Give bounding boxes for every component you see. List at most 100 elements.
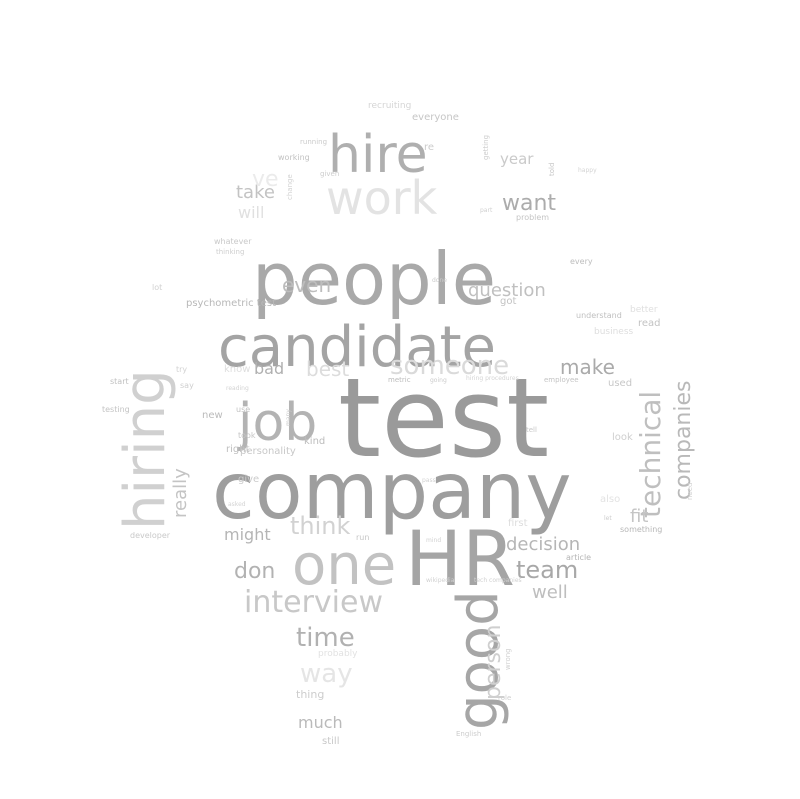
word-hire: hire (328, 125, 428, 185)
word-recruiting: recruiting (368, 101, 411, 111)
word-probably: probably (318, 649, 358, 659)
word-try: try (176, 365, 187, 374)
word-many: many (285, 409, 292, 426)
word-use: use (236, 405, 250, 414)
word-something: something (620, 525, 662, 534)
word-reading: reading (226, 385, 249, 392)
word-good: good (446, 590, 511, 730)
word-time: time (296, 623, 355, 653)
word-whatever: whatever (214, 237, 252, 246)
word-question: question (468, 280, 546, 301)
word-tech-companies: tech companies (474, 577, 522, 584)
word-got: got (500, 296, 516, 307)
word-bad: bad (254, 359, 284, 378)
word-let: let (604, 515, 612, 522)
word-much: much (298, 713, 343, 732)
word-running: running (300, 138, 327, 146)
word-want: want (502, 191, 556, 216)
word-make: make (560, 355, 615, 379)
word-told: told (548, 163, 556, 176)
word-tell: tell (526, 426, 537, 434)
word-wrong: wrong (504, 648, 512, 670)
word-working: working (278, 153, 310, 162)
word-better: better (630, 305, 658, 315)
word-will: will (238, 203, 264, 222)
word-look: look (612, 432, 633, 443)
word-hiring-procedures: hiring procedures (466, 375, 519, 382)
word-developer: developer (130, 531, 171, 540)
word-wikipedia: wikipedia (426, 577, 455, 584)
word-ve: ve (252, 167, 279, 192)
word-might: might (224, 525, 271, 544)
word-hiring: hiring (113, 369, 178, 530)
word-need: need (686, 483, 694, 501)
word-used: used (608, 378, 632, 389)
word-mind: mind (426, 537, 441, 544)
word-read: read (638, 318, 661, 329)
word-start: start (110, 377, 129, 386)
word-article: article (566, 553, 591, 562)
word-someone: someone (390, 351, 509, 381)
word-first: first (508, 518, 528, 529)
word-asked: asked (228, 501, 246, 508)
word-think: think (290, 512, 351, 540)
word-part: part (480, 207, 493, 214)
word-still: still (322, 736, 339, 747)
word-hr: HR (405, 514, 515, 603)
word-job: job (237, 393, 317, 453)
word-interview: interview (244, 585, 383, 620)
word-decision: decision (506, 534, 580, 555)
word-english: English (456, 730, 481, 738)
word-done: done (432, 277, 447, 284)
word-year: year (500, 150, 534, 168)
word-kind: kind (304, 436, 325, 447)
word-thing: thing (296, 688, 324, 701)
word-take: take (236, 182, 275, 203)
word-everyone: everyone (412, 112, 459, 123)
word-best: best (306, 357, 349, 381)
word-given: given (320, 170, 339, 178)
word-person: person (481, 625, 506, 700)
word-technical: technical (634, 391, 667, 518)
word-personality: personality (240, 446, 296, 457)
word-know: know (224, 364, 250, 375)
word-going: going (430, 377, 447, 384)
word-team: team (516, 556, 578, 584)
word-really: really (170, 468, 191, 518)
word-getting: getting (482, 135, 490, 160)
word-re: re (424, 142, 434, 153)
word-say: say (180, 381, 194, 390)
word-also: also (600, 494, 620, 505)
word-run: run (356, 533, 369, 542)
word-metric: metric (388, 376, 411, 384)
word-well: well (532, 582, 568, 603)
word-took: took (238, 431, 256, 440)
word-candidate: candidate (218, 315, 496, 380)
word-company: company (212, 447, 572, 537)
word-new: new (202, 410, 223, 421)
word-give: give (238, 474, 259, 485)
word-role: role (498, 694, 511, 702)
word-employee: employee (544, 376, 579, 384)
word-even: even (282, 273, 331, 297)
word-way: way (300, 659, 353, 689)
word-understand: understand (576, 311, 622, 320)
word-business: business (594, 327, 634, 337)
word-happy: happy (578, 167, 597, 174)
word-don: don (234, 559, 275, 584)
word-problem: problem (516, 213, 549, 222)
word-psychometric-test: psychometric test (186, 298, 276, 309)
word-companies: companies (671, 381, 696, 501)
word-every: every (570, 257, 593, 266)
word-test: test (338, 354, 549, 482)
word-work: work (326, 171, 438, 225)
word-people: people (252, 237, 496, 321)
word-thinking: thinking (216, 248, 244, 256)
word-pass: pass (422, 477, 436, 484)
word-fit: fit (630, 506, 648, 527)
word-lot: lot (152, 283, 162, 292)
word-right: right (226, 444, 250, 455)
word-change: change (286, 174, 294, 200)
